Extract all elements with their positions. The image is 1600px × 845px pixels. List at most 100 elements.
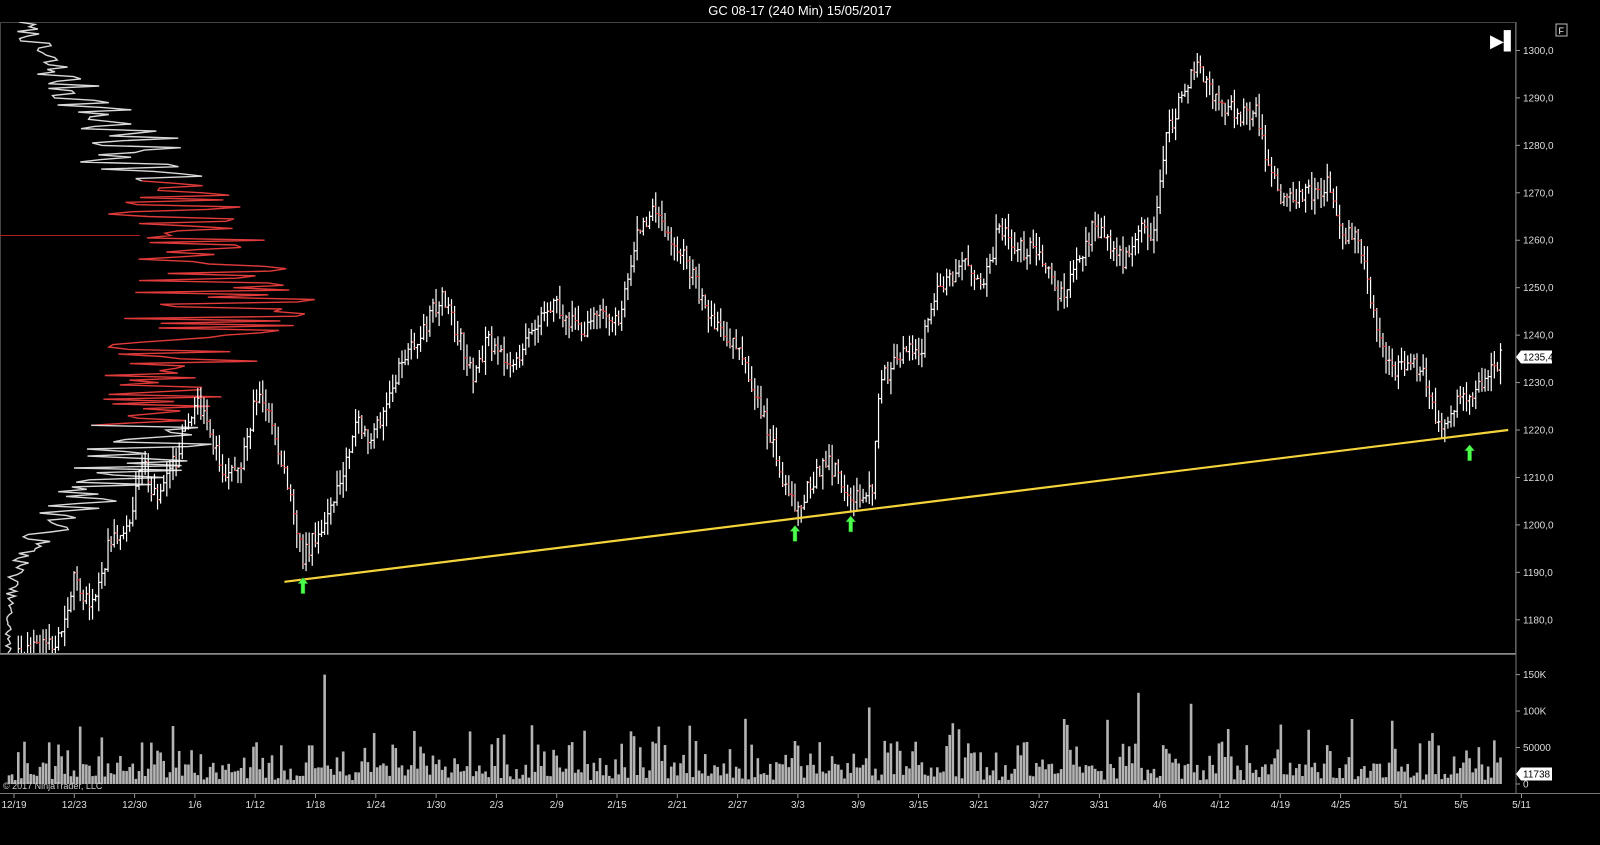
time-tick-label: 1/24	[366, 800, 386, 811]
price-bar	[193, 397, 197, 425]
price-bar	[1331, 188, 1336, 209]
volume-bar	[112, 774, 116, 784]
price-bar	[474, 365, 478, 383]
price-bar	[242, 437, 246, 471]
price-bar	[258, 381, 262, 404]
price-bar	[453, 305, 457, 343]
price-bar	[1495, 361, 1500, 372]
volume-bar	[1452, 756, 1456, 784]
price-bar	[1291, 181, 1295, 203]
price-tick-label: 1220,0	[1523, 426, 1554, 437]
volume-bar	[917, 764, 921, 784]
volume-bar	[190, 750, 193, 784]
volume-bar	[60, 756, 63, 784]
price-bar	[1359, 239, 1363, 264]
go-to-end-button[interactable]: ▶▌	[1490, 30, 1518, 52]
volume-bar	[1019, 755, 1023, 784]
volume-bar	[490, 744, 494, 784]
price-bar	[1016, 242, 1020, 263]
price-bar	[845, 484, 850, 507]
price-bar	[957, 260, 961, 278]
price-bar	[963, 258, 967, 270]
trendline[interactable]	[284, 428, 1509, 583]
volume-bar	[833, 763, 837, 784]
volume-bar	[620, 743, 624, 784]
volume-bar	[549, 776, 552, 784]
price-bar	[861, 488, 865, 504]
price-bar	[1412, 354, 1416, 368]
volume-bar	[44, 763, 48, 784]
price-bar	[1139, 217, 1144, 243]
go-to-end-icon[interactable]: ▶▌	[1490, 30, 1518, 52]
price-bar	[1245, 102, 1249, 125]
price-bar	[1356, 228, 1360, 254]
price-bar	[1248, 101, 1252, 131]
volume-bar	[47, 742, 51, 784]
price-bar	[802, 494, 806, 510]
price-bar	[620, 300, 624, 331]
volume-bar	[611, 778, 614, 784]
volume-bar	[267, 762, 271, 784]
volume-bar	[1421, 779, 1425, 784]
signal-arrows	[297, 444, 1476, 594]
price-bar	[316, 521, 321, 554]
volume-bar	[366, 762, 370, 784]
price-tick-label: 1210,0	[1523, 473, 1554, 484]
volume-bar	[1335, 777, 1338, 784]
time-tick-label: 2/21	[668, 800, 688, 811]
volume-bar	[499, 777, 503, 784]
volume-bar	[963, 757, 967, 784]
volume-bar	[1325, 745, 1329, 784]
price-bar	[1279, 184, 1283, 205]
volume-bar	[1409, 777, 1413, 784]
price-bar	[1059, 281, 1063, 302]
volume-bar	[830, 756, 834, 784]
last-price-tag-box	[1516, 350, 1552, 364]
price-bar	[644, 216, 649, 228]
price-bar	[1109, 229, 1113, 259]
volume-bar	[1285, 774, 1289, 784]
price-bar	[771, 425, 775, 458]
price-bar	[1440, 412, 1444, 439]
volume-bar	[227, 763, 231, 784]
volume-bar	[505, 764, 509, 784]
price-bar	[397, 357, 401, 385]
volume-bar	[1322, 763, 1326, 784]
volume-bar	[966, 743, 970, 784]
price-bar	[276, 426, 280, 465]
price-bar	[391, 374, 395, 403]
volume-bar	[1189, 703, 1193, 784]
support-trendline[interactable]	[284, 428, 1509, 583]
volume-bar	[676, 775, 679, 784]
volume-axis: 150K 100K 50000 0	[1516, 670, 1551, 791]
price-bar	[196, 388, 200, 415]
f-button[interactable]: F	[1555, 23, 1568, 37]
volume-bar	[883, 740, 887, 784]
volume-bar	[1344, 764, 1348, 784]
volume-bar	[1462, 762, 1465, 784]
price-bar	[1152, 216, 1156, 254]
volume-bar	[973, 752, 976, 784]
volume-bar	[908, 768, 911, 784]
volume-bar	[1384, 777, 1388, 784]
f-button-label[interactable]: F	[1559, 26, 1565, 36]
volume-bar	[521, 774, 524, 784]
price-bar	[335, 470, 339, 506]
price-bar	[1238, 111, 1243, 127]
price-bar	[777, 455, 782, 478]
price-bar	[1010, 229, 1014, 261]
volume-bar	[651, 741, 654, 784]
price-tick-label: 1260,0	[1523, 236, 1554, 247]
price-bar	[456, 320, 460, 346]
price-bar	[595, 310, 599, 330]
volume-bar	[871, 775, 874, 784]
price-bar	[338, 470, 342, 495]
volume-bar	[1028, 775, 1032, 784]
price-bar	[1266, 149, 1271, 167]
volume-bar	[298, 776, 302, 784]
price-bar	[805, 481, 809, 503]
price-bar	[1480, 367, 1484, 392]
price-bar	[1155, 195, 1159, 242]
volume-bar	[249, 767, 252, 784]
